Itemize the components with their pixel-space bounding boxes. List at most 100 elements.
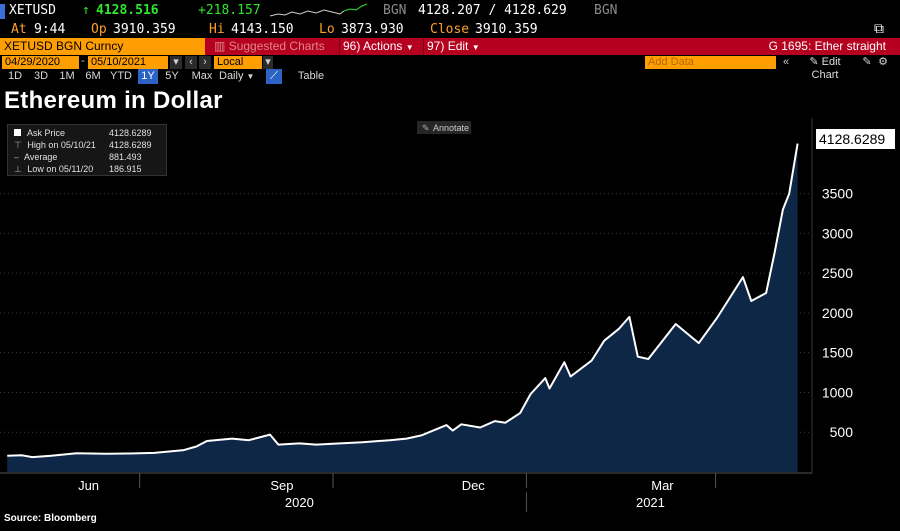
currency-field[interactable]: Local CCY xyxy=(214,56,262,81)
price-area xyxy=(7,143,798,472)
legend-high-label: High on 05/10/21 xyxy=(27,140,96,150)
chevron-down-icon: ▼ xyxy=(471,43,480,52)
tab-6m[interactable]: 6M xyxy=(85,70,101,82)
edit-chart-button[interactable]: ✎ Edit Chart xyxy=(795,56,855,81)
date-separator: - xyxy=(81,55,85,67)
y-tick-label-1500: 1500 xyxy=(822,345,853,361)
at-label: At xyxy=(11,22,27,37)
y-tick-label-3500: 3500 xyxy=(822,186,853,202)
y-tick-label-3000: 3000 xyxy=(822,225,853,241)
y-tick-label-1000: 1000 xyxy=(822,384,853,400)
low-marker-icon: ⊥ xyxy=(14,164,22,174)
legend-ask-value: 4128.6289 xyxy=(109,128,152,138)
edit-label: Edit xyxy=(447,39,469,53)
tab-1y[interactable]: 1Y xyxy=(138,69,158,84)
export-icon[interactable]: ⧉ xyxy=(874,21,884,37)
ticker-flag xyxy=(0,4,5,19)
legend-avg-value: 881.493 xyxy=(109,152,142,162)
edit-chart-label: Edit Chart xyxy=(811,56,841,81)
ask-source: BGN xyxy=(594,3,618,18)
y-axis-labels: 500 1000 1500 2000 2500 3000 3500 xyxy=(822,186,853,441)
suggested-charts-label: Suggested Charts xyxy=(228,39,325,53)
line-chart-icon[interactable]: ⟋ xyxy=(266,69,282,84)
function-title: G 1695: Ether straight xyxy=(768,39,886,53)
intraday-sparkline xyxy=(270,3,368,17)
chart-icon: ▥ xyxy=(214,39,226,53)
currency-dropdown-icon[interactable]: ▾ xyxy=(263,56,273,69)
edit-menu[interactable]: 97) Edit ▼ xyxy=(423,38,480,55)
gear-icon[interactable]: ⚙ xyxy=(878,56,888,68)
average-marker-icon: – xyxy=(14,152,20,162)
x-tick-label-jun: Jun xyxy=(78,478,99,493)
x-tick-label-mar: Mar xyxy=(651,478,674,493)
legend-ask-label: Ask Price xyxy=(27,128,66,138)
legend-row-low: ⊥ Low on 05/11/20 186.915 xyxy=(14,163,164,175)
actions-label: Actions xyxy=(363,39,403,53)
legend-swatch xyxy=(14,129,21,136)
ohlc-line: At 9:44 Op 3910.359 Hi 4143.150 Lo 3873.… xyxy=(0,21,900,38)
high-label: Hi xyxy=(209,22,225,37)
suggested-charts-button[interactable]: ▥ Suggested Charts xyxy=(210,38,337,55)
range-toolbar: 04/29/2020 - 05/10/2021 ▾ ‹ › Local CCY … xyxy=(0,55,900,81)
tab-5y[interactable]: 5Y xyxy=(165,70,179,82)
low-label: Lo xyxy=(319,22,335,37)
at-time: 9:44 xyxy=(34,22,66,37)
x-tick-label-sep: Sep xyxy=(270,478,293,493)
function-bar: XETUSD BGN Curncy ▥ Suggested Charts 96)… xyxy=(0,38,900,55)
frequency-select[interactable]: Daily ▼ xyxy=(219,69,263,84)
legend-box: Ask Price 4128.6289 ⊤ High on 05/10/21 4… xyxy=(7,124,167,176)
open-value: 3910.359 xyxy=(113,22,176,37)
last-value-label: 4128.6289 xyxy=(819,131,885,147)
legend-low-label: Low on 05/11/20 xyxy=(27,164,94,174)
security-field[interactable]: XETUSD BGN Curncy xyxy=(0,38,205,55)
quote-header: XETUSD ↑ 4128.516 +218.157 BGN 4128.207 … xyxy=(0,0,900,22)
up-arrow-icon: ↑ xyxy=(82,3,90,18)
last-value-tag: 4128.6289 xyxy=(816,129,895,149)
high-value: 4143.150 xyxy=(231,22,294,37)
price-change: +218.157 xyxy=(198,3,261,18)
bid-source: BGN xyxy=(383,3,407,18)
chevron-right-icon[interactable]: › xyxy=(199,56,211,69)
legend-high-value: 4128.6289 xyxy=(109,140,152,150)
price-chart[interactable]: 500 1000 1500 2000 2500 3000 3500 Jun Sep Dec Mar… xyxy=(0,118,900,513)
x-tick-label-dec: Dec xyxy=(462,478,486,493)
y-tick-label-2500: 2500 xyxy=(822,265,853,281)
period-tabs: 1D 3D 1M 6M YTD 1Y 5Y Max Daily ▼ ⟋ Tabl… xyxy=(0,69,900,84)
annotate-label: Annotate xyxy=(433,123,469,133)
collapse-icon[interactable]: « xyxy=(782,56,790,68)
chart-title: Ethereum in Dollar xyxy=(4,87,223,114)
open-label: Op xyxy=(91,22,107,37)
chevron-down-icon: ▼ xyxy=(405,43,414,52)
pencil-icon: ✎ xyxy=(809,56,819,68)
low-value: 3873.930 xyxy=(341,22,404,37)
annotate-button[interactable]: ✎ Annotate xyxy=(417,121,471,134)
chevron-down-icon[interactable]: ▾ xyxy=(170,56,182,69)
table-button[interactable]: Table xyxy=(297,70,325,82)
actions-num: 96) xyxy=(343,39,361,53)
end-date-field[interactable]: 05/10/2021 xyxy=(88,56,168,69)
tab-max[interactable]: Max xyxy=(191,70,213,82)
edit-icon[interactable]: ✎ xyxy=(862,56,872,68)
add-data-input[interactable]: Add Data xyxy=(645,56,776,69)
frequency-label: Daily xyxy=(219,70,244,82)
x-year-label-2021: 2021 xyxy=(636,495,665,510)
tab-ytd[interactable]: YTD xyxy=(110,70,132,82)
tab-3d[interactable]: 3D xyxy=(33,70,49,82)
close-label: Close xyxy=(430,22,470,37)
start-date-field[interactable]: 04/29/2020 xyxy=(2,56,79,69)
y-tick-label-2000: 2000 xyxy=(822,305,853,321)
legend-low-value: 186.915 xyxy=(109,164,142,174)
tab-1d[interactable]: 1D xyxy=(7,70,23,82)
ticker[interactable]: XETUSD xyxy=(9,3,56,18)
legend-avg-label: Average xyxy=(24,152,58,162)
legend-row-ask[interactable]: Ask Price 4128.6289 xyxy=(14,127,164,139)
last-price: 4128.516 xyxy=(96,3,159,18)
tab-1m[interactable]: 1M xyxy=(59,70,75,82)
close-value: 3910.359 xyxy=(475,22,538,37)
high-marker-icon: ⊤ xyxy=(14,140,22,150)
legend-row-average: – Average 881.493 xyxy=(14,151,164,163)
actions-menu[interactable]: 96) Actions ▼ xyxy=(339,38,421,55)
source-note: Source: Bloomberg xyxy=(4,513,97,524)
price-line xyxy=(7,143,799,459)
chevron-left-icon[interactable]: ‹ xyxy=(185,56,197,69)
